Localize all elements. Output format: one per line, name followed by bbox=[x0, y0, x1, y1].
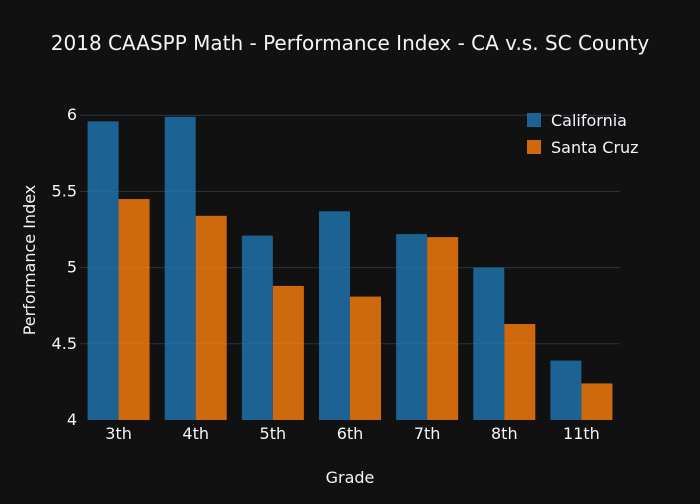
bar-santa-cruz bbox=[581, 383, 613, 420]
y-tick-label: 4 bbox=[67, 410, 77, 429]
x-tick-label: 8th bbox=[491, 424, 518, 443]
legend-swatch bbox=[527, 113, 541, 127]
x-tick-label: 6th bbox=[337, 424, 364, 443]
bar-california bbox=[319, 211, 350, 420]
y-tick-label: 4.5 bbox=[52, 334, 77, 353]
bar-california bbox=[87, 121, 119, 420]
y-tick-label: 5.5 bbox=[52, 181, 77, 200]
legend-label: California bbox=[551, 111, 627, 130]
bar-california bbox=[164, 116, 196, 420]
y-tick-labels: 4 4.5 5 5.5 6 bbox=[52, 105, 77, 429]
chart-title: 2018 CAASPP Math - Performance Index - C… bbox=[51, 31, 650, 55]
bar-california bbox=[550, 360, 582, 420]
bar-california bbox=[396, 234, 428, 420]
x-tick-labels: 3th 4th 5th 6th 7th 8th 11th bbox=[105, 424, 600, 443]
legend-swatch bbox=[527, 140, 541, 154]
bar-santa-cruz bbox=[427, 237, 459, 420]
x-tick-label: 5th bbox=[260, 424, 287, 443]
bar-santa-cruz bbox=[350, 296, 381, 420]
bars bbox=[87, 116, 613, 420]
x-axis-title: Grade bbox=[326, 468, 375, 487]
y-tick-label: 5 bbox=[67, 258, 77, 277]
bar-santa-cruz bbox=[195, 215, 227, 420]
x-tick-label: 3th bbox=[105, 424, 132, 443]
bar-california bbox=[473, 267, 505, 420]
y-tick-label: 6 bbox=[67, 105, 77, 124]
y-axis-title: Performance Index bbox=[20, 185, 39, 336]
legend-label: Santa Cruz bbox=[551, 138, 639, 157]
bar-santa-cruz bbox=[118, 199, 150, 420]
bar-santa-cruz bbox=[272, 285, 304, 420]
x-tick-label: 4th bbox=[182, 424, 209, 443]
x-tick-label: 7th bbox=[414, 424, 441, 443]
bar-santa-cruz bbox=[504, 324, 536, 420]
x-tick-label: 11th bbox=[563, 424, 600, 443]
legend: California Santa Cruz bbox=[527, 111, 639, 157]
bar-california bbox=[241, 235, 273, 420]
